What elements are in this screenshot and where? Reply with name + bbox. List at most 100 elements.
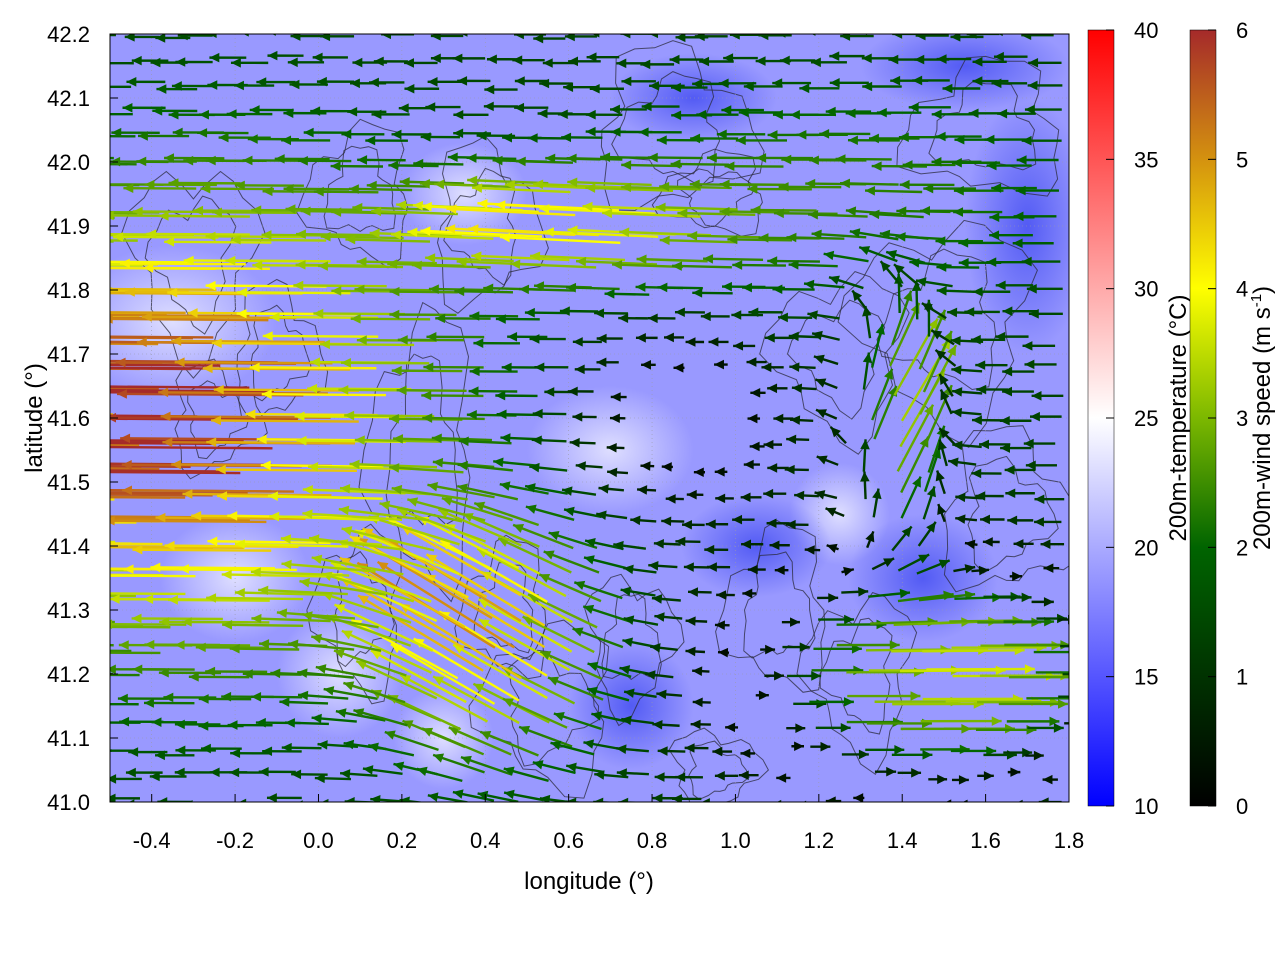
wind-arrow	[167, 595, 270, 605]
wind-arrow	[339, 484, 431, 496]
wind-arrow	[979, 439, 1011, 450]
wind-arrow	[343, 681, 406, 704]
wind-arrow	[493, 457, 540, 468]
wind-arrow	[640, 461, 655, 471]
wind-arrow	[534, 362, 569, 373]
wind-arrow	[789, 110, 836, 120]
wind-arrow	[171, 336, 325, 346]
y-tick-label: 41.2	[47, 662, 90, 687]
wind-arrow	[764, 333, 794, 343]
wind-arrow	[226, 109, 273, 119]
wind-arrow	[390, 230, 494, 240]
contour-line	[443, 167, 517, 286]
wind-arrow	[942, 83, 981, 94]
wind-arrow	[404, 58, 438, 68]
wind-arrow	[110, 644, 114, 647]
wind-arrow	[862, 352, 873, 390]
contour-line	[121, 170, 266, 379]
wind-arrow	[1002, 366, 1035, 377]
wind-arrow	[348, 184, 413, 194]
x-tick-label: 0.8	[637, 828, 668, 853]
wind-arrow	[539, 794, 577, 802]
wind-arrow	[452, 789, 495, 802]
wind-arrow	[938, 427, 958, 447]
wind-arrow	[384, 730, 439, 751]
wind-arrow	[704, 544, 729, 555]
contour-line	[759, 271, 910, 455]
wind-arrow	[897, 768, 922, 778]
wind-arrow	[261, 389, 386, 400]
wind-arrow	[569, 437, 596, 448]
wind-arrow	[893, 318, 939, 396]
wind-arrow	[937, 503, 947, 523]
contour-line	[967, 455, 1059, 574]
wind-arrow	[825, 507, 845, 518]
wind-arrow	[839, 178, 899, 189]
wind-arrow	[234, 539, 349, 549]
wind-arrow	[376, 560, 515, 649]
wind-arrow	[651, 594, 681, 604]
wind-arrow	[0, 311, 105, 321]
wind-arrow	[828, 275, 864, 290]
wind-arrow	[618, 313, 648, 323]
wind-arrow	[341, 129, 385, 139]
y-tick-label: 41.9	[47, 214, 90, 239]
wind-arrow	[612, 260, 684, 270]
wind-arrow	[776, 773, 791, 783]
contour-line	[688, 740, 750, 800]
wind-arrow	[583, 555, 626, 570]
wind-arrow	[284, 718, 329, 728]
wind-arrow	[738, 801, 740, 802]
wind-arrow	[921, 302, 947, 320]
wind-arrow	[471, 251, 570, 262]
cold-patch	[848, 514, 999, 642]
wind-arrow	[258, 766, 296, 777]
wind-arrow	[641, 360, 656, 370]
wind-arrow	[936, 262, 980, 272]
wind-arrow	[621, 182, 701, 193]
wind-arrow	[653, 538, 681, 549]
wind-arrow	[891, 750, 933, 760]
wind-arrow	[478, 618, 571, 672]
wind-arrow	[621, 76, 656, 87]
wind-arrow	[303, 127, 350, 138]
wind-arrow	[606, 442, 625, 453]
wind-arrow	[813, 644, 862, 654]
colorbar-tick-label: 35	[1134, 147, 1158, 172]
wind-arrow	[895, 232, 945, 242]
y-axis: 41.0 41.1 41.2 41.3 41.4 41.5 41.6 41.7 41.8 41.9…	[47, 22, 118, 815]
wind-arrow	[323, 686, 378, 701]
wind-arrow	[808, 155, 867, 166]
wind-arrow	[446, 204, 576, 217]
wind-arrow	[952, 440, 982, 451]
wind-arrow	[531, 435, 567, 446]
wind-arrow	[650, 643, 678, 653]
wind-arrow	[1009, 571, 1023, 582]
wind-arrow	[829, 426, 847, 445]
wind-arrow	[320, 231, 404, 242]
wind-arrow	[177, 34, 213, 41]
wind-arrow	[281, 742, 322, 753]
wind-arrow	[659, 181, 732, 192]
wind-arrow	[716, 590, 735, 600]
wind-arrow	[621, 160, 682, 170]
x-tick-label: -0.4	[133, 828, 171, 853]
wind-arrow	[657, 746, 686, 756]
warm-patch	[276, 610, 402, 738]
wind-arrow	[206, 437, 356, 447]
wind-arrow	[110, 470, 241, 475]
wind-arrow	[847, 691, 921, 701]
wind-arrow	[297, 668, 354, 679]
wind-arrow	[357, 155, 406, 165]
wind-arrow	[495, 200, 620, 212]
wind-arrow	[669, 54, 704, 65]
wind-arrow	[610, 392, 627, 402]
wind-arrow	[504, 180, 600, 190]
wind-arrow	[262, 331, 379, 341]
wind-arrow	[1021, 256, 1061, 267]
wind-arrow	[970, 334, 1005, 345]
wind-arrow	[647, 313, 676, 324]
wind-arrow	[747, 564, 766, 575]
wind-arrow	[110, 135, 136, 138]
wind-vectors	[0, 34, 1069, 802]
